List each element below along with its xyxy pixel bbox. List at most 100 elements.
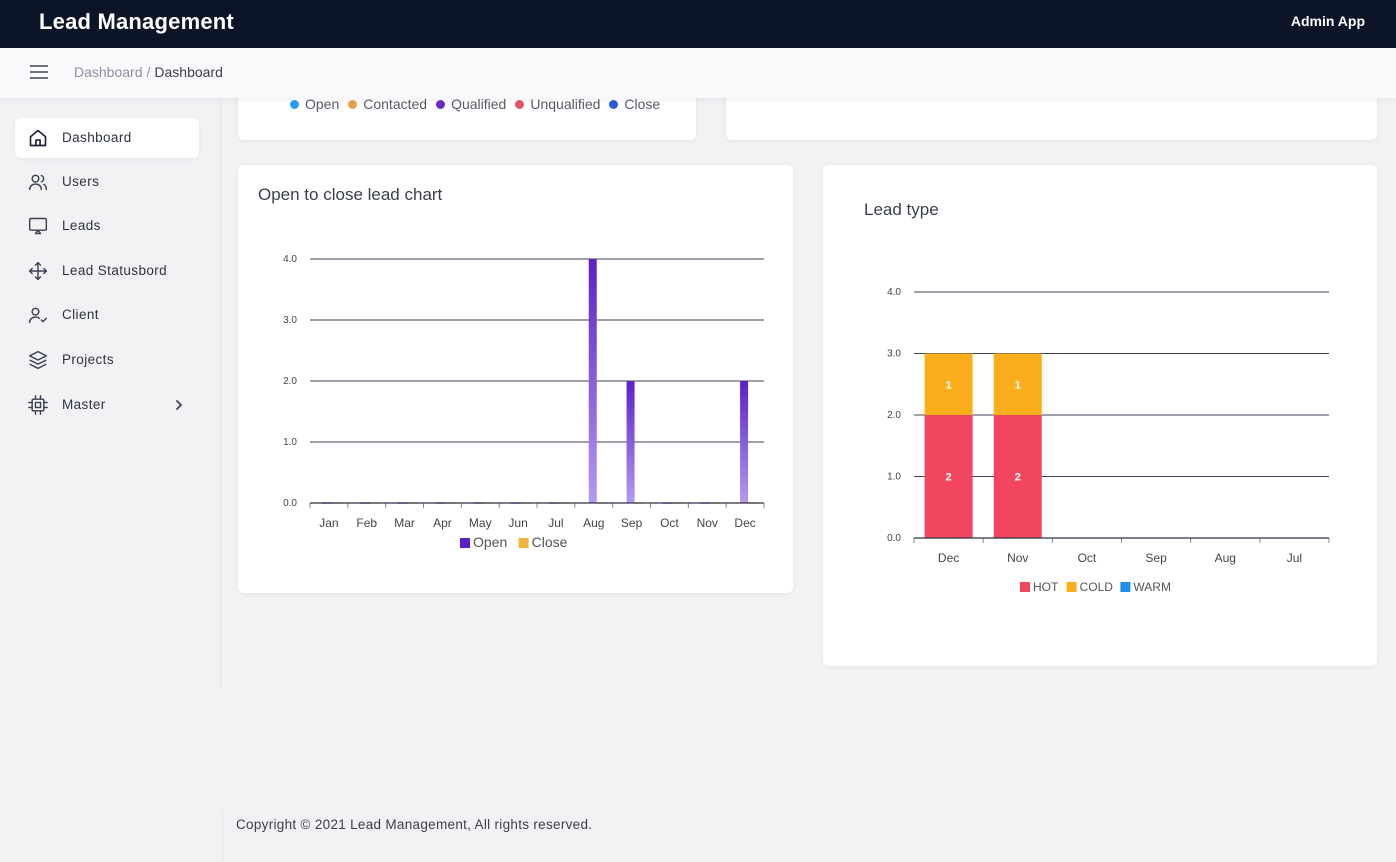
legend-item-open[interactable]: Open (290, 96, 339, 112)
bar-cold (993, 353, 1042, 415)
legend-label: Unqualified (530, 96, 601, 112)
bar-open (588, 259, 597, 503)
bar-data-label: 1 (1015, 379, 1021, 391)
top-bar: Lead Management Admin App (0, 0, 1396, 48)
legend-swatch (460, 538, 470, 548)
app-title: Lead Management (39, 9, 234, 34)
breadcrumb: Dashboard / Dashboard (74, 64, 223, 80)
bar-data-label: 2 (1015, 472, 1021, 484)
bar-data-label: 1 (946, 379, 952, 391)
legend-item-qualified[interactable]: Qualified (436, 96, 506, 112)
legend-swatch (1066, 582, 1077, 592)
x-tick-label: Jul (1287, 551, 1302, 565)
bar-hot (924, 415, 973, 538)
legend-label: Qualified (451, 96, 507, 112)
bar-cold (924, 353, 973, 415)
x-tick-label: Mar (394, 516, 415, 530)
bar-data-label: 2 (946, 472, 952, 484)
legend-label: Close (624, 96, 661, 112)
home-icon (29, 129, 47, 147)
sidebar-item-master[interactable]: Master (15, 385, 199, 425)
sidebar-item-lead-statusbord[interactable]: Lead Statusbord (15, 251, 199, 291)
y-tick-label: 3.0 (887, 349, 901, 360)
footer-copyright: Copyright © 2021 Lead Management, All ri… (236, 817, 593, 832)
sidebar: Dashboard Users Leads Lead Statusbord Cl… (0, 98, 221, 690)
open-close-chart-title: Open to close lead chart (258, 185, 443, 204)
footer-divider (222, 810, 223, 862)
legend-item-close[interactable]: Close (609, 96, 660, 112)
legend-label: Open (473, 534, 507, 550)
users-icon (28, 174, 48, 191)
legend-item-contacted[interactable]: Contacted (348, 96, 427, 112)
breadcrumb-current: Dashboard (154, 64, 223, 80)
legend-swatch (518, 538, 529, 548)
sidebar-item-label: Lead Statusbord (62, 263, 168, 278)
x-tick-label: Jul (548, 516, 563, 530)
sidebar-item-dashboard[interactable]: Dashboard (15, 118, 199, 158)
bar-open (740, 381, 749, 503)
legend-swatch (1020, 582, 1030, 592)
lead-type-stacked-bar-chart: 0.0 1.0 2.0 3.0 4.0 2 1 2 1 Dec Nov Oct Sep Aug Jul HOT… (887, 287, 1330, 594)
x-tick-label: Sep (621, 516, 643, 530)
open-close-bar-chart: 0.0 1.0 2.0 3.0 4.0 Jan Feb Mar Apr May Jun Jul Aug S… (283, 254, 765, 550)
cpu-icon (28, 395, 48, 415)
legend-label: WARM (1133, 580, 1171, 594)
layers-icon (28, 350, 48, 370)
x-tick-label: Dec (938, 551, 959, 565)
x-tick-label: Sep (1145, 551, 1167, 565)
sidebar-item-leads[interactable]: Leads (15, 206, 199, 246)
lead-type-chart-title: Lead type (864, 200, 939, 219)
legend-label: Contacted (363, 96, 428, 112)
x-tick-label: Oct (1078, 551, 1097, 565)
sidebar-item-label: Projects (62, 352, 114, 367)
bar-hot (993, 415, 1042, 538)
x-tick-label: May (469, 516, 492, 530)
y-tick-label: 4.0 (283, 254, 297, 265)
x-tick-label: Aug (583, 516, 604, 530)
y-tick-label: 4.0 (887, 287, 901, 298)
x-tick-label: Nov (697, 516, 718, 530)
x-tick-label: Dec (734, 516, 755, 530)
user-check-icon (28, 307, 48, 324)
legend-item-unqualified[interactable]: Unqualified (515, 96, 600, 112)
x-tick-label: Apr (433, 516, 452, 530)
x-tick-label: Jun (508, 516, 527, 530)
legend-dot (609, 99, 619, 109)
legend-label: Open (305, 96, 340, 112)
legend-label: COLD (1080, 580, 1114, 594)
legend-label: HOT (1033, 580, 1059, 594)
breadcrumb-separator: / (146, 64, 151, 80)
move-icon (28, 261, 48, 281)
x-tick-label: Aug (1215, 551, 1236, 565)
sidebar-item-label: Leads (62, 218, 101, 233)
sidebar-item-projects[interactable]: Projects (15, 340, 199, 380)
sidebar-item-client[interactable]: Client (15, 295, 199, 335)
legend-dot (348, 99, 358, 109)
x-tick-label: Feb (356, 516, 377, 530)
hamburger-menu-icon[interactable] (30, 65, 50, 81)
legend-label: Close (532, 534, 568, 550)
x-tick-label: Nov (1007, 551, 1028, 565)
sidebar-item-label: Dashboard (62, 130, 132, 145)
sidebar-item-users[interactable]: Users (15, 162, 199, 202)
breadcrumb-parent-link[interactable]: Dashboard (74, 64, 143, 80)
chevron-right-icon (176, 400, 182, 410)
lead-type-chart-card: Lead type 0.0 1.0 2.0 3.0 4.0 2 1 2 1 Dec Nov Oct Se… (823, 165, 1377, 666)
monitor-icon (28, 217, 48, 235)
lead-status-legend: Open Contacted Qualified Unqualified Clo… (290, 96, 669, 112)
bar-open (626, 381, 635, 503)
legend-dot (515, 99, 525, 109)
user-menu[interactable]: Admin App (1290, 13, 1365, 29)
y-tick-label: 0.0 (887, 533, 901, 544)
y-tick-label: 1.0 (887, 472, 901, 483)
y-tick-label: 3.0 (283, 315, 297, 326)
y-tick-label: 1.0 (283, 437, 297, 448)
breadcrumb-bar: Dashboard / Dashboard (0, 48, 1396, 98)
y-tick-label: 2.0 (283, 376, 297, 387)
y-tick-label: 2.0 (887, 410, 901, 421)
legend-dot (290, 99, 299, 109)
x-tick-label: Oct (660, 516, 679, 530)
sidebar-item-label: Users (62, 174, 100, 189)
legend-dot (436, 99, 446, 109)
legend-swatch (1120, 582, 1131, 592)
